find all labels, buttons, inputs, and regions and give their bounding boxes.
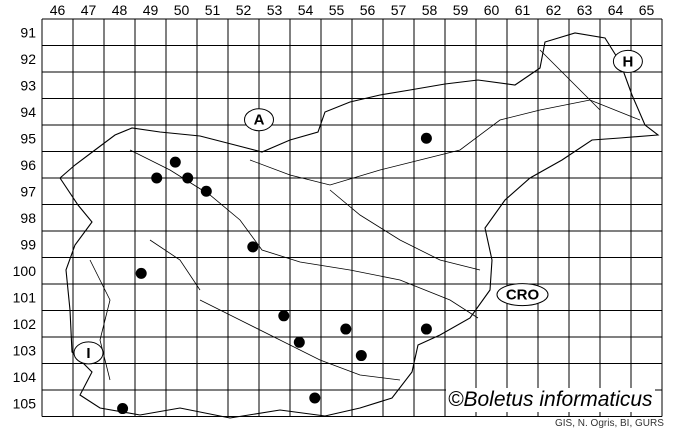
country-label: H <box>622 53 633 70</box>
column-label: 56 <box>360 2 376 18</box>
column-label: 53 <box>267 2 283 18</box>
country-label-oval <box>496 283 549 307</box>
column-label: 51 <box>205 2 221 18</box>
column-label: 58 <box>422 2 438 18</box>
column-label: 64 <box>608 2 624 18</box>
column-label: 46 <box>50 2 66 18</box>
record-dots <box>117 132 432 415</box>
column-label: 47 <box>81 2 97 18</box>
rivers <box>89 49 641 381</box>
record-dot <box>169 156 181 168</box>
row-label: 102 <box>13 316 37 332</box>
column-label: 49 <box>143 2 159 18</box>
record-dot <box>340 323 352 335</box>
row-label: 105 <box>13 395 37 411</box>
row-label: 103 <box>13 342 37 358</box>
country-label-oval <box>244 108 274 132</box>
row-label: 99 <box>20 236 36 252</box>
column-label: 50 <box>174 2 190 18</box>
column-labels: 46 47 48 49 50 51 52 53 54 55 56 57 58 59 60 61 62 63 64 65 <box>50 2 655 18</box>
country-label-oval <box>612 49 643 73</box>
row-label: 94 <box>20 104 36 120</box>
country-label: A <box>254 112 265 129</box>
record-dot <box>309 392 321 404</box>
copyright-text: ©Boletus informaticus <box>446 388 655 412</box>
record-dot <box>293 336 305 348</box>
row-label: 100 <box>13 263 37 279</box>
column-label: 52 <box>236 2 252 18</box>
record-dot <box>135 267 147 279</box>
column-label: 48 <box>112 2 128 18</box>
country-label: I <box>86 345 90 362</box>
column-label: 55 <box>329 2 345 18</box>
column-label: 61 <box>515 2 531 18</box>
column-label: 63 <box>577 2 593 18</box>
record-dot <box>355 350 367 362</box>
record-dot <box>278 310 290 322</box>
column-label: 60 <box>484 2 500 18</box>
column-label: 62 <box>546 2 562 18</box>
row-label: 95 <box>20 130 36 146</box>
record-dot <box>117 403 129 415</box>
row-label: 101 <box>13 289 37 305</box>
row-label: 96 <box>20 157 36 173</box>
row-label: 92 <box>20 51 36 67</box>
row-label: 98 <box>20 210 36 226</box>
country-labels: A H CRO I <box>73 49 643 365</box>
country-label-oval <box>73 341 104 365</box>
country-label: CRO <box>506 287 540 304</box>
record-dot <box>200 185 212 197</box>
column-label: 59 <box>453 2 469 18</box>
grid <box>41 18 663 417</box>
country-border <box>59 32 660 419</box>
column-label: 57 <box>391 2 407 18</box>
record-dot <box>182 172 194 184</box>
record-dot <box>420 132 432 144</box>
row-label: 97 <box>20 183 36 199</box>
column-label: 65 <box>639 2 655 18</box>
row-label: 93 <box>20 77 36 93</box>
credit-text: GIS, N. Ogris, BI, GURS <box>554 418 665 429</box>
column-label: 54 <box>298 2 314 18</box>
row-labels: 91 92 93 94 95 96 97 98 99 100 101 102 103 104 105 <box>13 24 37 411</box>
record-dot <box>420 323 432 335</box>
row-label: 91 <box>20 24 36 40</box>
record-dot <box>247 241 259 253</box>
row-label: 104 <box>13 369 37 385</box>
record-dot <box>151 172 163 184</box>
